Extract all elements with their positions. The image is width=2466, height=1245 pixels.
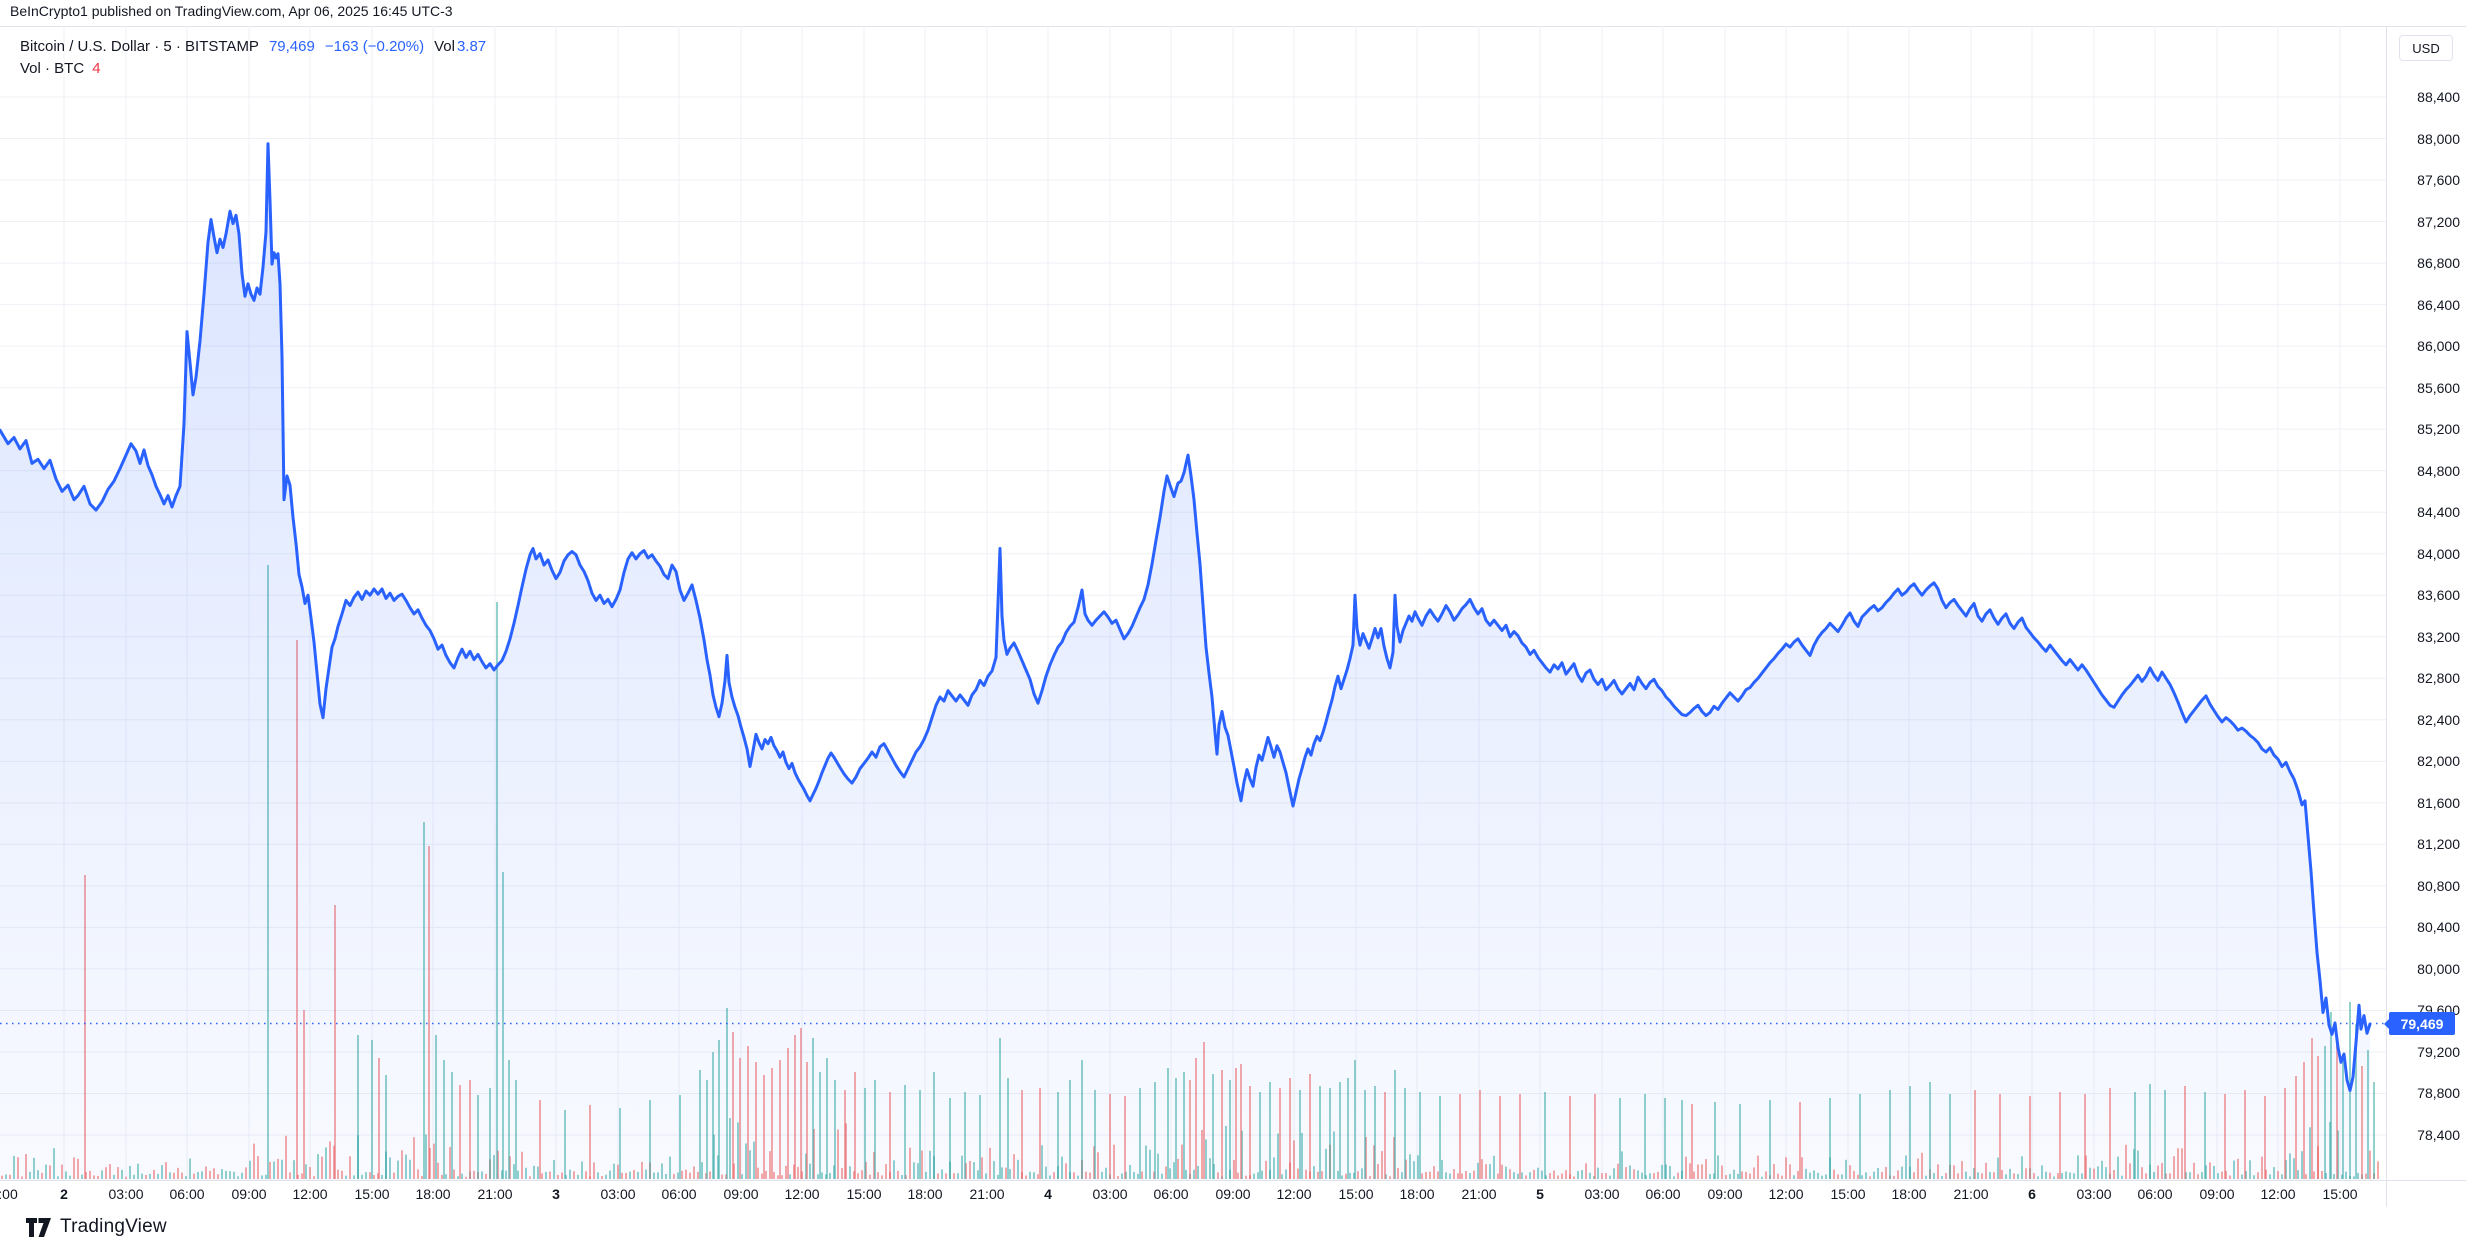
time-axis-label: 21:00 (969, 1186, 1005, 1202)
price-axis-label: 83,200 (2417, 628, 2460, 645)
price-axis-label: 88,400 (2417, 89, 2460, 105)
symbol-info: Bitcoin / U.S. Dollar · 5 · BITSTAMP 79,4… (20, 36, 486, 80)
time-axis-label: 03:00 (108, 1186, 144, 1202)
vol-btc-value: 4 (92, 60, 101, 77)
time-axis-day-label: 4 (1044, 1186, 1052, 1202)
price-change-value: −163 (−0.20%) (324, 38, 425, 55)
price-scale-axis[interactable]: 88,400 88,000 87,600 87,200 86,800 86,400 86,0… (2392, 26, 2466, 1180)
tradingview-logo-icon (26, 1217, 51, 1237)
price-axis-label: 85,200 (2417, 421, 2460, 438)
last-price-badge: 79,469 (2384, 1012, 2455, 1035)
time-axis-label: 09:00 (723, 1186, 759, 1202)
tradingview-logo[interactable]: TradingView (26, 1216, 167, 1238)
price-axis-label: 88,000 (2417, 130, 2460, 147)
time-axis-label: 12:00 (1276, 1186, 1312, 1202)
time-axis-label: :00 (0, 1186, 18, 1202)
time-axis-label: 03:00 (600, 1186, 636, 1202)
price-axis-label: 85,600 (2417, 379, 2460, 396)
last-price-value: 79,469 (268, 38, 315, 55)
price-axis-label: 83,600 (2417, 587, 2460, 604)
price-axis-label: 78,400 (2417, 1127, 2460, 1143)
time-axis-label: 03:00 (2076, 1186, 2112, 1202)
symbol-row-2: Vol · BTC 4 (20, 58, 486, 80)
price-axis-label: 80,000 (2417, 960, 2460, 977)
time-axis-label: 09:00 (2199, 1186, 2235, 1202)
time-axis-label: 06:00 (1153, 1186, 1189, 1202)
time-axis-label: 21:00 (1461, 1186, 1497, 1202)
price-axis-label: 84,000 (2417, 545, 2460, 562)
vol-btc-label: Vol · BTC (20, 60, 85, 77)
price-axis-label: 79,200 (2417, 1043, 2460, 1060)
price-axis-label: 80,800 (2417, 877, 2460, 894)
price-axis-label: 87,600 (2417, 172, 2460, 189)
price-axis-label: 82,800 (2417, 670, 2460, 687)
symbol-title: Bitcoin / U.S. Dollar · 5 · BITSTAMP (20, 38, 259, 55)
price-axis-label: 84,400 (2417, 504, 2460, 521)
time-axis-day-label: 5 (1536, 1186, 1544, 1202)
price-axis-label: 86,400 (2417, 296, 2460, 313)
time-axis-label: 18:00 (1891, 1186, 1927, 1202)
time-axis-label: 06:00 (169, 1186, 205, 1202)
time-axis-label: 06:00 (2137, 1186, 2173, 1202)
price-axis-label: 84,800 (2417, 462, 2460, 479)
time-axis-label: 15:00 (846, 1186, 882, 1202)
time-axis-day-label: 3 (552, 1186, 560, 1202)
time-axis-label: 09:00 (1215, 1186, 1251, 1202)
price-axis-label: 81,600 (2417, 794, 2460, 811)
price-axis-label: 86,000 (2417, 338, 2460, 355)
time-axis-label: 21:00 (477, 1186, 513, 1202)
time-axis-label: 12:00 (2260, 1186, 2296, 1202)
time-axis-label: 03:00 (1092, 1186, 1128, 1202)
price-axis-label: 87,200 (2417, 213, 2460, 230)
time-axis-label: 09:00 (231, 1186, 267, 1202)
time-axis-label: 09:00 (1707, 1186, 1743, 1202)
time-axis-label: 03:00 (1584, 1186, 1620, 1202)
time-axis-label: 21:00 (1953, 1186, 1989, 1202)
time-axis-separator (0, 1180, 2466, 1181)
price-chart-canvas[interactable] (0, 26, 2386, 1180)
time-axis-label: 15:00 (354, 1186, 390, 1202)
attribution-text: BeInCrypto1 published on TradingView.com… (10, 3, 453, 19)
tradingview-logo-text: TradingView (60, 1216, 167, 1237)
time-axis-label: 15:00 (2322, 1186, 2358, 1202)
time-axis-label: 18:00 (1399, 1186, 1435, 1202)
time-axis-label: 15:00 (1338, 1186, 1374, 1202)
price-axis-label: 80,400 (2417, 919, 2460, 936)
time-axis-day-label: 2 (60, 1186, 68, 1202)
time-axis-label: 06:00 (661, 1186, 697, 1202)
currency-unit-button[interactable]: USD (2399, 35, 2453, 61)
price-axis-label: 86,800 (2417, 255, 2460, 272)
volume-label: Vol (434, 38, 455, 55)
price-axis-label: 81,200 (2417, 836, 2460, 853)
time-axis-label: 12:00 (784, 1186, 820, 1202)
time-axis-label: 18:00 (415, 1186, 451, 1202)
time-axis-label: 06:00 (1645, 1186, 1681, 1202)
symbol-row-1: Bitcoin / U.S. Dollar · 5 · BITSTAMP 79,4… (20, 36, 486, 58)
time-axis-label: 12:00 (1768, 1186, 1804, 1202)
price-axis-label: 82,400 (2417, 711, 2460, 728)
price-axis-label: 78,800 (2417, 1085, 2460, 1102)
time-axis-label: 12:00 (292, 1186, 328, 1202)
time-axis-label: 15:00 (1830, 1186, 1866, 1202)
volume-value: 3.87 (456, 38, 487, 55)
time-axis-day-label: 6 (2028, 1186, 2036, 1202)
price-axis-separator (2386, 26, 2387, 1207)
time-scale-axis[interactable]: :00 2 03:00 06:00 09:00 12:00 15:00 18:00 21:00 3… (0, 1181, 2386, 1209)
time-axis-label: 18:00 (907, 1186, 943, 1202)
price-axis-label: 82,000 (2417, 753, 2460, 770)
